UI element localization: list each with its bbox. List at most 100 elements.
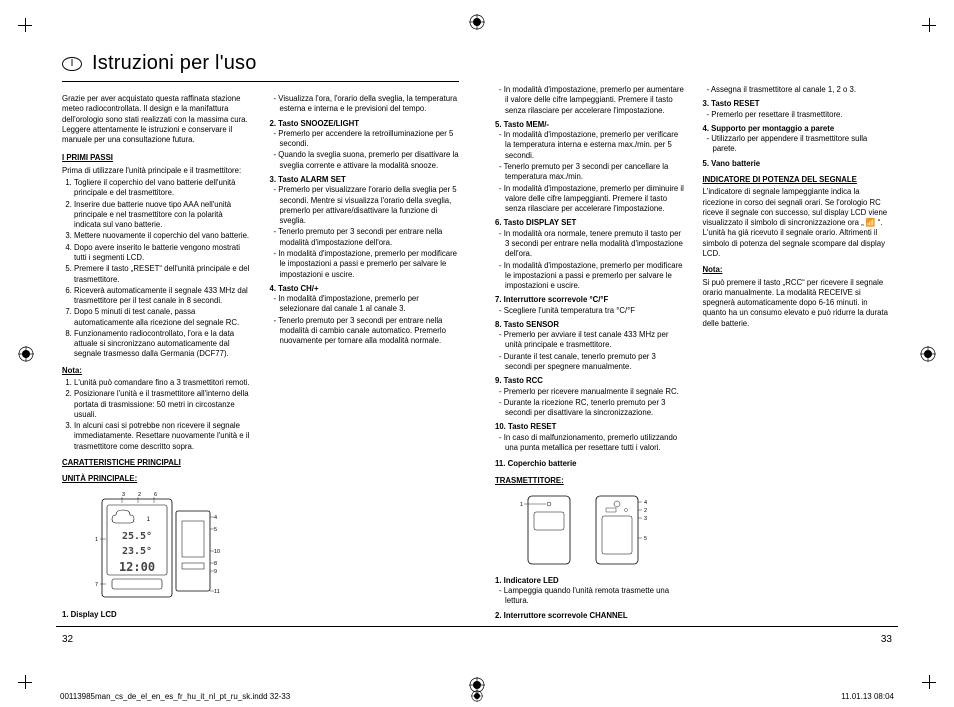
list-item: Lampeggia quando l'unità remota trasmett… xyxy=(495,586,685,607)
page-number: 33 xyxy=(881,634,892,645)
list-item: Tenerlo premuto per 3 secondi per entrar… xyxy=(270,316,460,347)
feature-item: 3. Tasto RESETPremerlo per resettare il … xyxy=(703,99,893,120)
feature-item: 3. Tasto ALARM SETPremerlo per visualizz… xyxy=(270,175,460,280)
svg-text:5: 5 xyxy=(644,536,647,542)
list-item: Durante la ricezione RC, tenerlo premuto… xyxy=(495,398,685,419)
svg-text:5: 5 xyxy=(214,527,217,533)
list-item: In modalità d'impostazione, premerlo per… xyxy=(495,261,685,292)
main-unit-figure: 1 25.5° 23.5° 12:00 3 2 6 4 5 xyxy=(62,491,252,604)
feature-item: 9. Tasto RCCPremerlo per ricevere manual… xyxy=(495,376,685,418)
feature-item: 2. Tasto SNOOZE/LIGHTPremerlo per accend… xyxy=(270,119,460,171)
list-item: Premerlo per accendere la retroilluminaz… xyxy=(270,129,460,150)
svg-text:9: 9 xyxy=(214,569,217,575)
imprint-line: 00113985man_cs_de_el_en_es_fr_hu_it_nl_p… xyxy=(60,692,894,701)
svg-text:12:00: 12:00 xyxy=(119,560,155,574)
list-item: In modalità d'impostazione, premerlo per… xyxy=(495,85,685,116)
list-item: Dopo 5 minuti di test canale, passa auto… xyxy=(74,307,252,328)
body-text: Prima di utilizzare l'unità principale e… xyxy=(62,166,252,176)
section-heading: I PRIMI PASSI xyxy=(62,153,252,163)
page-left: I Istruzioni per l'uso Grazie per aver a… xyxy=(56,48,477,659)
svg-text:25.5°: 25.5° xyxy=(122,531,152,542)
section-heading: Nota: xyxy=(703,265,893,275)
section-heading: 11. Coperchio batterie xyxy=(495,459,685,469)
svg-text:1: 1 xyxy=(520,502,523,508)
list-item: In modalità ora normale, tenere premuto … xyxy=(495,229,685,260)
item-heading: 7. Interruttore scorrevole °C/°F xyxy=(495,295,685,305)
section-heading: Nota: xyxy=(62,366,252,376)
note-list: L'unità può comandare fino a 3 trasmetti… xyxy=(62,378,252,452)
list-item: Premerlo per ricevere manualmente il seg… xyxy=(495,387,685,397)
page-title: Istruzioni per l'uso xyxy=(92,52,257,75)
svg-text:1: 1 xyxy=(95,537,98,543)
language-badge: I xyxy=(62,57,82,71)
item-heading: 8. Tasto SENSOR xyxy=(495,320,685,330)
list-item: Funzionamento radiocontrollato, l'ora e … xyxy=(74,329,252,360)
feature-item: 8. Tasto SENSORPremerlo per avviare il t… xyxy=(495,320,685,372)
list-item: Inserire due batterie nuove tipo AAA nel… xyxy=(74,200,252,231)
transmitter-figure: 1 4 2 3 5 xyxy=(495,492,685,568)
list-item: Premerlo per resettare il trasmettitore. xyxy=(703,110,893,120)
feature-item: 5. Tasto MEM/-In modalità d'impostazione… xyxy=(495,120,685,215)
list-item: Durante il test canale, tenerlo premuto … xyxy=(495,352,685,373)
body-text: Si può premere il tasto „RCC“ per riceve… xyxy=(703,278,893,329)
item-heading: 1. Indicatore LED xyxy=(495,576,685,586)
feature-item: 7. Interruttore scorrevole °C/°FSceglier… xyxy=(495,295,685,316)
list-item: Quando la sveglia suona, premerlo per di… xyxy=(270,150,460,171)
section-heading: INDICATORE DI POTENZA DEL SEGNALE xyxy=(703,175,893,185)
body-text: L'indicatore di segnale lampeggiante ind… xyxy=(703,187,893,259)
svg-text:4: 4 xyxy=(214,515,217,521)
svg-text:3: 3 xyxy=(644,516,647,522)
item-heading: 2. Tasto SNOOZE/LIGHT xyxy=(270,119,460,129)
list-item: Mettere nuovamente il coperchio del vano… xyxy=(74,231,252,241)
registration-mark xyxy=(920,346,936,362)
list-item: In modalità d'impostazione, premerlo per… xyxy=(495,130,685,161)
svg-text:6: 6 xyxy=(154,492,157,498)
steps-list: Togliere il coperchio del vano batterie … xyxy=(62,178,252,360)
list-item: Tenerlo premuto per 3 secondi per cancel… xyxy=(495,162,685,183)
item-heading: 5. Vano batterie xyxy=(703,159,893,169)
list-item: In modalità d'impostazione, premerlo per… xyxy=(270,294,460,315)
feature-item: 10. Tasto RESETIn caso di malfunzionamen… xyxy=(495,422,685,453)
svg-text:2: 2 xyxy=(644,508,647,514)
item-heading: 3. Tasto RESET xyxy=(703,99,893,109)
feature-item: 4. Supporto per montaggio a pareteUtiliz… xyxy=(703,124,893,155)
imprint-date: 11.01.13 08:04 xyxy=(841,692,894,701)
intro-text: Grazie per aver acquistato questa raffin… xyxy=(62,94,252,145)
page-number: 32 xyxy=(62,634,73,645)
list-item: Dopo avere inserito le batterie vengono … xyxy=(74,243,252,264)
item-heading: 6. Tasto DISPLAY SET xyxy=(495,218,685,228)
list-item: In modalità d'impostazione, premerlo per… xyxy=(495,184,685,215)
list-item: Assegna il trasmettitore al canale 1, 2 … xyxy=(703,85,893,95)
list-item: Scegliere l'unità temperatura tra °C/°F xyxy=(495,306,685,316)
list-item: Premerlo per avviare il test canale 433 … xyxy=(495,330,685,351)
item-heading: 4. Tasto CH/+ xyxy=(270,284,460,294)
feature-item: 5. Vano batterie xyxy=(703,159,893,169)
list-item: Premerlo per visualizzare l'orario della… xyxy=(270,185,460,226)
item-heading: 10. Tasto RESET xyxy=(495,422,685,432)
item-heading: 5. Tasto MEM/- xyxy=(495,120,685,130)
svg-text:8: 8 xyxy=(214,561,217,567)
list-item: Tenerlo premuto per 3 secondi per entrar… xyxy=(270,227,460,248)
list-item: In modalità d'impostazione, premerlo per… xyxy=(270,249,460,280)
page-right: In modalità d'impostazione, premerlo per… xyxy=(477,48,898,659)
svg-text:23.5°: 23.5° xyxy=(122,546,152,557)
imprint-filename: 00113985man_cs_de_el_en_es_fr_hu_it_nl_p… xyxy=(60,692,290,701)
svg-text:11: 11 xyxy=(214,589,220,595)
list-item: Posizionare l'unità e il trasmettitore a… xyxy=(74,389,252,420)
svg-text:7: 7 xyxy=(95,582,98,588)
item-heading: 3. Tasto ALARM SET xyxy=(270,175,460,185)
section-heading: TRASMETTITORE: xyxy=(495,476,685,486)
feature-item: 6. Tasto DISPLAY SETIn modalità ora norm… xyxy=(495,218,685,291)
svg-text:2: 2 xyxy=(138,492,141,498)
registration-mark xyxy=(469,14,485,30)
item-heading: 1. Display LCD xyxy=(62,610,252,620)
list-item: Premere il tasto „RESET“ dell'unità prin… xyxy=(74,264,252,285)
svg-text:3: 3 xyxy=(122,492,125,498)
item-heading: 2. Interruttore scorrevole CHANNEL xyxy=(495,611,685,621)
svg-text:4: 4 xyxy=(644,500,647,506)
item-heading: 9. Tasto RCC xyxy=(495,376,685,386)
list-item: Visualizza l'ora, l'orario della sveglia… xyxy=(270,94,460,115)
registration-mark xyxy=(18,346,34,362)
list-item: In alcuni casi si potrebbe non ricevere … xyxy=(74,421,252,452)
list-item: Riceverà automaticamente il segnale 433 … xyxy=(74,286,252,307)
